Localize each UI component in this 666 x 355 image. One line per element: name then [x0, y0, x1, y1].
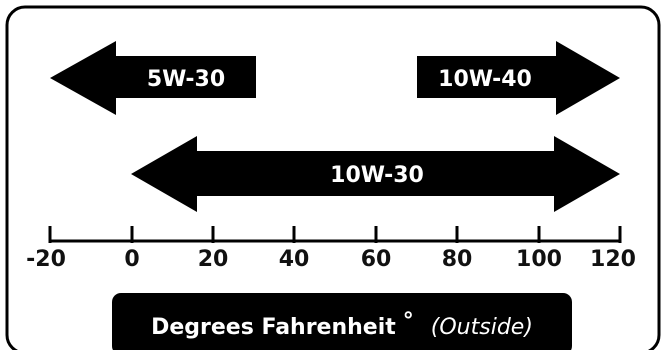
axis-title-note: (Outside) — [431, 315, 533, 340]
arrow-10w30-label: 10W-30 — [330, 163, 424, 188]
axis-title-main: Degrees Fahrenheit — [151, 315, 396, 340]
axis-title-degree-symbol: ° — [403, 309, 414, 334]
arrow-10w40: 10W-40 — [417, 41, 620, 115]
tick-label: 40 — [279, 247, 310, 272]
temperature-axis: -20 0 20 40 60 80 100 120 — [26, 226, 636, 272]
arrow-5w30-shape — [50, 41, 256, 115]
tick-label: 20 — [198, 247, 229, 272]
axis-title-background — [112, 293, 572, 355]
axis-title-box: Degrees Fahrenheit ° (Outside) — [112, 293, 572, 355]
tick-label: 100 — [516, 247, 562, 272]
tick-label: 0 — [124, 247, 139, 272]
tick-label: 80 — [442, 247, 473, 272]
tick-label: 120 — [590, 247, 636, 272]
tick-label: -20 — [26, 247, 66, 272]
arrow-5w30: 5W-30 — [50, 41, 256, 115]
arrow-10w40-shape — [417, 41, 620, 115]
tick-label: 60 — [361, 247, 392, 272]
arrow-10w30-shape — [131, 136, 620, 212]
axis-title: Degrees Fahrenheit ° (Outside) — [151, 309, 533, 340]
arrow-10w40-label: 10W-40 — [438, 67, 532, 92]
arrow-10w30: 10W-30 — [131, 136, 620, 212]
arrow-5w30-label: 5W-30 — [147, 67, 225, 92]
